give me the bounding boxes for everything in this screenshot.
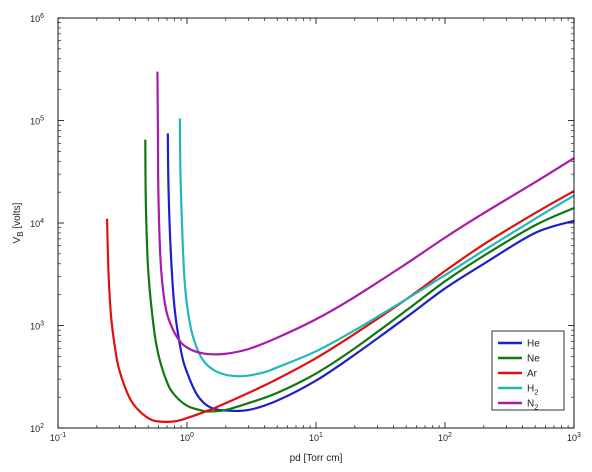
tick-labels-layer: 10-1 100 101 102 103 102 103 104 105 106 — [30, 13, 581, 443]
series-line-h2 — [178, 118, 575, 378]
y-tick-label: 104 — [30, 218, 44, 229]
series-line-he — [166, 133, 575, 413]
y-tick-label: 102 — [30, 423, 44, 434]
legend-label-h2: H2 — [527, 384, 538, 397]
plot-frame — [57, 17, 575, 429]
plot-background — [58, 18, 574, 428]
y-tick-label: 105 — [30, 116, 44, 127]
series-line-n2 — [156, 71, 575, 356]
x-axis-label: pd [Torr cm] — [290, 453, 343, 464]
y-tick-label: 106 — [30, 13, 44, 24]
y-axis-label: VB [volts] — [12, 202, 25, 243]
legend-label-ne: Ne — [527, 354, 540, 365]
series-line-ne — [144, 139, 575, 413]
y-tick-label: 103 — [30, 321, 44, 332]
legend-label-n2: N2 — [527, 399, 538, 412]
x-tick-label: 100 — [180, 432, 194, 443]
curves-layer — [105, 71, 575, 423]
legend-label-ar: Ar — [527, 369, 538, 380]
x-tick-label: 10-1 — [50, 432, 66, 443]
legend: He Ne Ar H2 N2 — [491, 330, 565, 412]
x-tick-label: 101 — [309, 432, 323, 443]
legend-label-he: He — [527, 339, 540, 350]
x-tick-label: 103 — [567, 432, 581, 443]
x-tick-label: 102 — [438, 432, 452, 443]
